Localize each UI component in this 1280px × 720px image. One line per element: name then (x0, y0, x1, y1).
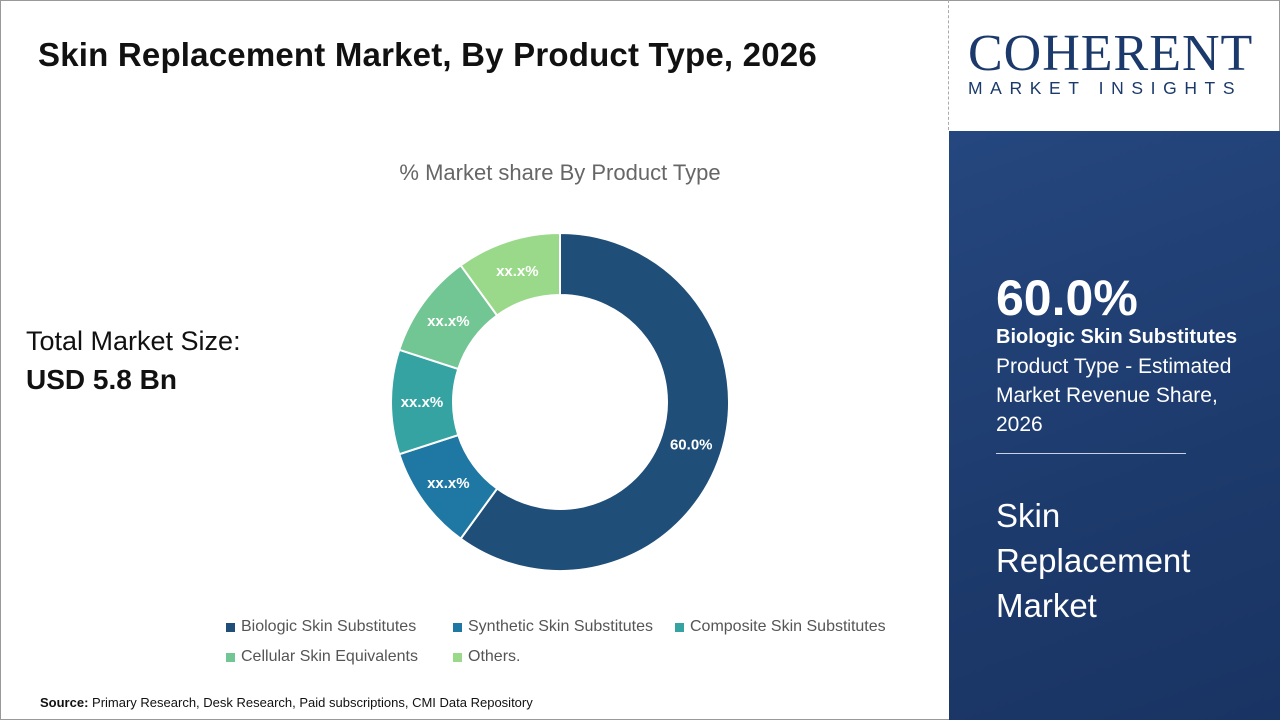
donut-chart: 60.0% xx.x% xx.x% xx.x% xx.x% (390, 231, 730, 572)
legend-item: Composite Skin Substitutes (675, 618, 886, 636)
highlight-panel: 60.0% Biologic Skin Substitutes Product … (949, 131, 1280, 720)
legend-swatch (453, 622, 462, 632)
data-label: xx.x% (427, 313, 470, 330)
legend-swatch (226, 652, 235, 662)
legend-label: Cellular Skin Equivalents (241, 648, 418, 665)
total-market-value: USD 5.8 Bn (26, 364, 177, 395)
data-label: xx.x% (401, 394, 444, 411)
market-name: Skin Replacement Market (996, 497, 1191, 624)
divider (948, 0, 949, 130)
donut-slice (459, 231, 730, 572)
total-market-label: Total Market Size: (26, 326, 241, 356)
highlight-description: Product Type - Estimated Market Revenue … (996, 355, 1232, 436)
legend-label: Others. (468, 648, 521, 665)
highlight-percent: 60.0% (996, 270, 1138, 326)
legend-item: Cellular Skin Equivalents (226, 648, 418, 666)
page-title: Skin Replacement Market, By Product Type… (38, 36, 817, 73)
highlight-segment: Biologic Skin Substitutes (996, 326, 1238, 348)
legend-label: Biologic Skin Substitutes (241, 618, 417, 635)
source-note: Source: Primary Research, Desk Research,… (40, 695, 533, 710)
legend-item: Biologic Skin Substitutes (226, 618, 416, 636)
donut-slice (459, 231, 561, 317)
logo-text-big: COHERENT (968, 25, 1254, 82)
legend-label: Composite Skin Substitutes (690, 618, 886, 635)
data-label: 60.0% (670, 437, 713, 454)
legend-item: Synthetic Skin Substitutes (453, 618, 653, 636)
data-label: xx.x% (496, 263, 539, 280)
legend-swatch (675, 622, 684, 632)
panel-divider (996, 453, 1186, 454)
company-logo: COHERENT MARKET INSIGHTS (968, 28, 1263, 99)
legend-swatch (453, 652, 462, 662)
legend-label: Synthetic Skin Substitutes (468, 618, 653, 635)
legend-swatch (226, 622, 235, 632)
source-text: Primary Research, Desk Research, Paid su… (92, 695, 533, 710)
chart-title: % Market share By Product Type (399, 160, 721, 185)
data-label: xx.x% (427, 475, 470, 492)
source-label: Source: (40, 695, 89, 710)
logo-text-small: MARKET INSIGHTS (968, 78, 1243, 98)
legend-item: Others. (453, 648, 520, 666)
